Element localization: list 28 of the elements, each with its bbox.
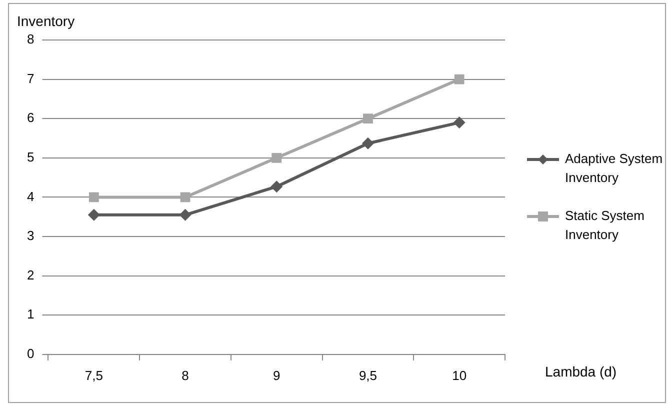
y-tick-label: 1	[26, 306, 34, 322]
x-tick-label: 9	[273, 368, 280, 383]
point	[272, 152, 282, 163]
legend-label: Static System Inventory	[565, 208, 644, 242]
point	[88, 208, 100, 221]
point	[362, 137, 374, 150]
point	[179, 208, 192, 221]
x-tick-label: 10	[452, 368, 467, 383]
point	[270, 180, 283, 193]
point	[454, 74, 464, 84]
x-tick-label: 8	[182, 368, 189, 383]
y-axis-title: Inventory	[17, 13, 75, 29]
point	[453, 116, 466, 129]
y-tick-label: 8	[26, 32, 34, 47]
x-tick-label: 7,5	[84, 368, 103, 383]
y-tick-label: 7	[26, 70, 34, 86]
x-tick-label: 9,5	[358, 368, 378, 383]
y-tick-label: 6	[26, 110, 34, 126]
point	[363, 114, 373, 124]
point	[88, 192, 99, 202]
y-tick-label: 2	[26, 267, 34, 282]
point	[180, 192, 190, 202]
y-tick-label: 0	[26, 346, 34, 361]
y-tick-label: 5	[26, 149, 34, 164]
y-tick-label: 4	[26, 188, 34, 204]
legend-label: Adaptive System Inventory	[565, 151, 663, 186]
x-axis-title: Lambda (d)	[545, 363, 617, 380]
y-tick-label: 3	[26, 228, 34, 244]
